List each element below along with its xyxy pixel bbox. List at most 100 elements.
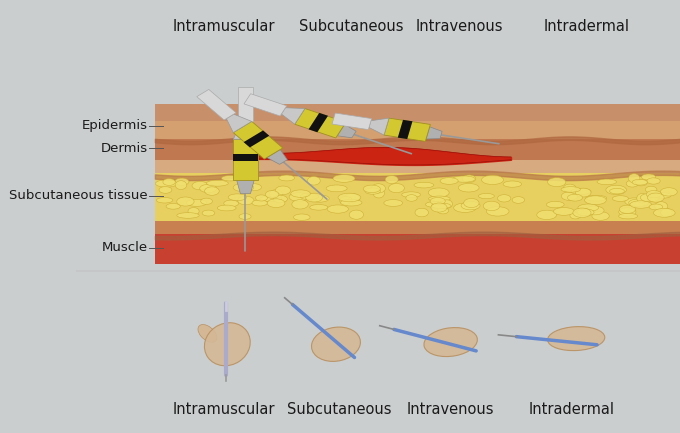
- Polygon shape: [398, 120, 413, 139]
- Ellipse shape: [563, 184, 576, 192]
- Ellipse shape: [479, 194, 494, 199]
- Text: Intravenous: Intravenous: [416, 19, 503, 35]
- Ellipse shape: [578, 204, 598, 211]
- Ellipse shape: [554, 207, 575, 215]
- Ellipse shape: [585, 206, 604, 215]
- Ellipse shape: [275, 186, 290, 194]
- Polygon shape: [237, 181, 254, 194]
- Ellipse shape: [431, 203, 451, 208]
- Bar: [155, 221, 680, 234]
- Ellipse shape: [641, 174, 656, 180]
- Ellipse shape: [632, 179, 647, 185]
- Ellipse shape: [200, 184, 217, 193]
- Ellipse shape: [592, 212, 609, 220]
- Ellipse shape: [156, 197, 173, 203]
- Ellipse shape: [207, 180, 228, 186]
- Ellipse shape: [452, 176, 475, 182]
- Polygon shape: [197, 90, 236, 120]
- Polygon shape: [267, 149, 288, 165]
- Ellipse shape: [339, 197, 352, 204]
- Ellipse shape: [426, 201, 445, 207]
- Ellipse shape: [273, 195, 288, 203]
- Ellipse shape: [512, 197, 524, 204]
- Ellipse shape: [267, 199, 285, 207]
- Ellipse shape: [205, 323, 250, 366]
- Ellipse shape: [265, 191, 279, 198]
- Ellipse shape: [619, 208, 636, 216]
- Ellipse shape: [661, 208, 672, 217]
- Ellipse shape: [333, 174, 355, 182]
- Polygon shape: [243, 130, 269, 148]
- Ellipse shape: [406, 195, 418, 201]
- Ellipse shape: [629, 199, 649, 207]
- Ellipse shape: [424, 328, 477, 356]
- Ellipse shape: [431, 203, 447, 212]
- Ellipse shape: [310, 204, 328, 210]
- Ellipse shape: [252, 200, 267, 206]
- Ellipse shape: [483, 201, 500, 210]
- Ellipse shape: [481, 175, 503, 184]
- Ellipse shape: [384, 200, 403, 207]
- Ellipse shape: [561, 187, 580, 192]
- Ellipse shape: [647, 178, 660, 184]
- Ellipse shape: [462, 175, 476, 182]
- Ellipse shape: [547, 201, 564, 208]
- Ellipse shape: [279, 175, 294, 181]
- Ellipse shape: [609, 188, 624, 194]
- Ellipse shape: [188, 207, 199, 215]
- Text: Intramuscular: Intramuscular: [173, 19, 275, 35]
- Bar: [155, 139, 680, 160]
- Ellipse shape: [461, 201, 480, 210]
- Polygon shape: [337, 124, 356, 138]
- Ellipse shape: [635, 180, 647, 186]
- Polygon shape: [244, 94, 287, 116]
- Polygon shape: [233, 121, 283, 159]
- Ellipse shape: [239, 213, 251, 219]
- Ellipse shape: [458, 184, 479, 192]
- Ellipse shape: [547, 326, 605, 351]
- Ellipse shape: [628, 174, 640, 183]
- Ellipse shape: [653, 208, 675, 217]
- Ellipse shape: [166, 204, 180, 209]
- Text: Subcutaneous: Subcutaneous: [287, 401, 391, 417]
- Ellipse shape: [597, 179, 617, 185]
- Ellipse shape: [186, 199, 207, 207]
- Text: Intramuscular: Intramuscular: [173, 401, 275, 417]
- Ellipse shape: [402, 192, 420, 197]
- Ellipse shape: [350, 210, 364, 219]
- Ellipse shape: [547, 178, 566, 187]
- Ellipse shape: [292, 200, 308, 209]
- Ellipse shape: [437, 207, 449, 214]
- Bar: [155, 160, 680, 173]
- Text: Intradermal: Intradermal: [543, 19, 630, 35]
- Ellipse shape: [294, 214, 310, 220]
- Polygon shape: [233, 123, 258, 139]
- Ellipse shape: [385, 175, 398, 184]
- Ellipse shape: [163, 178, 175, 185]
- Polygon shape: [384, 118, 430, 142]
- Ellipse shape: [585, 195, 607, 201]
- Ellipse shape: [486, 207, 509, 216]
- Ellipse shape: [338, 193, 361, 202]
- Ellipse shape: [441, 200, 452, 208]
- Polygon shape: [369, 118, 389, 135]
- Ellipse shape: [175, 178, 189, 185]
- Ellipse shape: [464, 198, 479, 207]
- Ellipse shape: [619, 213, 638, 219]
- Text: Epidermis: Epidermis: [82, 119, 148, 132]
- Ellipse shape: [612, 196, 628, 201]
- Polygon shape: [294, 109, 346, 138]
- Bar: [155, 121, 680, 139]
- Ellipse shape: [201, 198, 212, 204]
- Ellipse shape: [654, 193, 671, 198]
- Ellipse shape: [626, 180, 639, 187]
- Ellipse shape: [192, 181, 208, 190]
- Ellipse shape: [177, 213, 199, 218]
- Text: Intravenous: Intravenous: [407, 401, 494, 417]
- Ellipse shape: [311, 327, 360, 362]
- Ellipse shape: [245, 184, 262, 191]
- Ellipse shape: [233, 184, 254, 191]
- Ellipse shape: [371, 184, 386, 193]
- Ellipse shape: [655, 202, 668, 211]
- Ellipse shape: [647, 193, 664, 202]
